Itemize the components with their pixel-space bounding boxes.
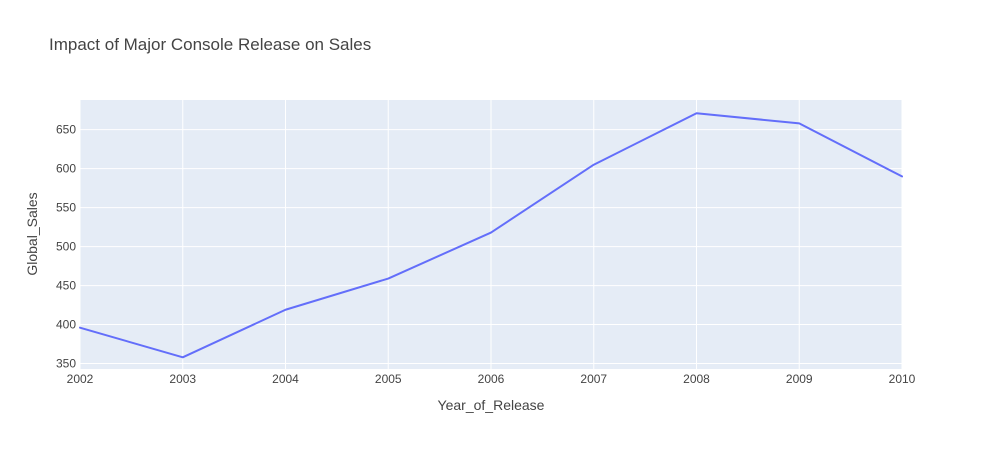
y-tick-label: 500 (56, 240, 76, 254)
y-axis-title: Global_Sales (24, 192, 40, 275)
x-tick-label: 2005 (375, 372, 402, 386)
y-tick-label: 450 (56, 279, 76, 293)
x-tick-label: 2010 (889, 372, 916, 386)
y-tick-label: 600 (56, 162, 76, 176)
x-tick-label: 2003 (169, 372, 196, 386)
x-gridlines (79, 100, 903, 369)
x-axis-title: Year_of_Release (438, 397, 545, 413)
x-tick-label: 2004 (272, 372, 299, 386)
y-tick-label: 550 (56, 201, 76, 215)
y-tick-label: 400 (56, 318, 76, 332)
chart-title: Impact of Major Console Release on Sales (49, 35, 371, 54)
x-tick-label: 2006 (478, 372, 505, 386)
x-tick-label: 2008 (683, 372, 710, 386)
x-tick-label: 2009 (786, 372, 813, 386)
y-axis-tick-labels: 350 400 450 500 550 600 650 (56, 123, 76, 371)
y-tick-label: 650 (56, 123, 76, 137)
x-tick-label: 2007 (580, 372, 607, 386)
series-line (79, 112, 903, 359)
x-axis-tick-labels: 2002 2003 2004 2005 2006 2007 2008 2009 2010 (67, 372, 916, 386)
x-tick-label: 2002 (67, 372, 94, 386)
y-tick-label: 350 (56, 357, 76, 371)
